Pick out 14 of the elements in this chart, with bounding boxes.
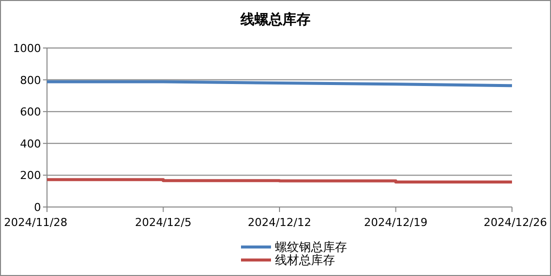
x-tick-label: 2024/12/5 <box>135 216 192 229</box>
y-tick-label: 400 <box>20 137 41 150</box>
legend-label: 螺纹钢总库存 <box>275 240 347 254</box>
y-tick-label: 1000 <box>13 42 41 55</box>
y-tick-label: 800 <box>20 74 41 87</box>
x-tick-label: 2024/12/26 <box>484 216 547 229</box>
y-tick-label: 0 <box>34 201 41 214</box>
x-tick-label: 2024/12/19 <box>364 216 428 229</box>
y-tick-label: 600 <box>20 106 41 119</box>
y-tick-label: 200 <box>20 169 41 182</box>
x-tick-label: 2024/11/28 <box>4 216 68 229</box>
legend-label: 线材总库存 <box>275 253 335 267</box>
chart-title: 线螺总库存 <box>240 11 310 28</box>
x-tick-label: 2024/12/12 <box>248 216 312 229</box>
